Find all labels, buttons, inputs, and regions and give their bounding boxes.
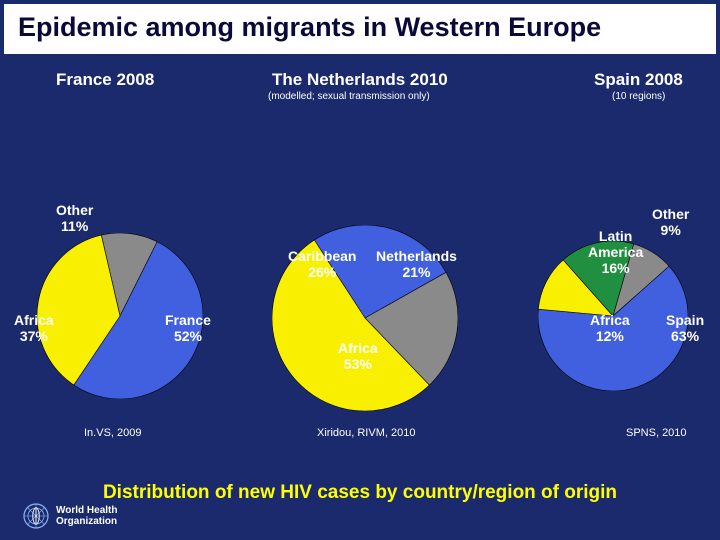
who-logo-icon xyxy=(22,502,50,530)
charts-area: France 2008 The Netherlands 2010 (modell… xyxy=(0,54,720,424)
who-logo-text: World Health Organization xyxy=(56,505,117,527)
who-logo-line2: Organization xyxy=(56,516,117,527)
slice-label: Africa12% xyxy=(590,312,630,344)
france-title: France 2008 xyxy=(56,70,154,90)
slice-label: Caribbean26% xyxy=(288,248,356,280)
slice-label: France52% xyxy=(165,312,211,344)
who-logo-line1: World Health xyxy=(56,505,117,516)
netherlands-source: Xiridou, RIVM, 2010 xyxy=(317,427,415,439)
slice-label: Netherlands21% xyxy=(376,248,457,280)
who-logo: World Health Organization xyxy=(22,502,117,530)
france-source: In.VS, 2009 xyxy=(84,427,142,439)
slice-label: Africa37% xyxy=(14,312,54,344)
netherlands-subtitle: (modelled; sexual transmission only) xyxy=(268,91,430,102)
spain-subtitle: (10 regions) xyxy=(612,91,665,102)
title-box: Epidemic among migrants in Western Europ… xyxy=(4,4,716,54)
slice-label: Other11% xyxy=(56,202,93,234)
page-title: Epidemic among migrants in Western Europ… xyxy=(18,12,702,44)
slice-label: LatinAmerica16% xyxy=(588,228,643,276)
caption: Distribution of new HIV cases by country… xyxy=(0,482,720,504)
netherlands-title: The Netherlands 2010 xyxy=(272,70,448,90)
slice-label: Other9% xyxy=(652,206,689,238)
slice-label: Spain63% xyxy=(666,312,704,344)
spain-source: SPNS, 2010 xyxy=(626,427,687,439)
spain-title: Spain 2008 xyxy=(594,70,683,90)
slice-label: Africa53% xyxy=(338,340,378,372)
